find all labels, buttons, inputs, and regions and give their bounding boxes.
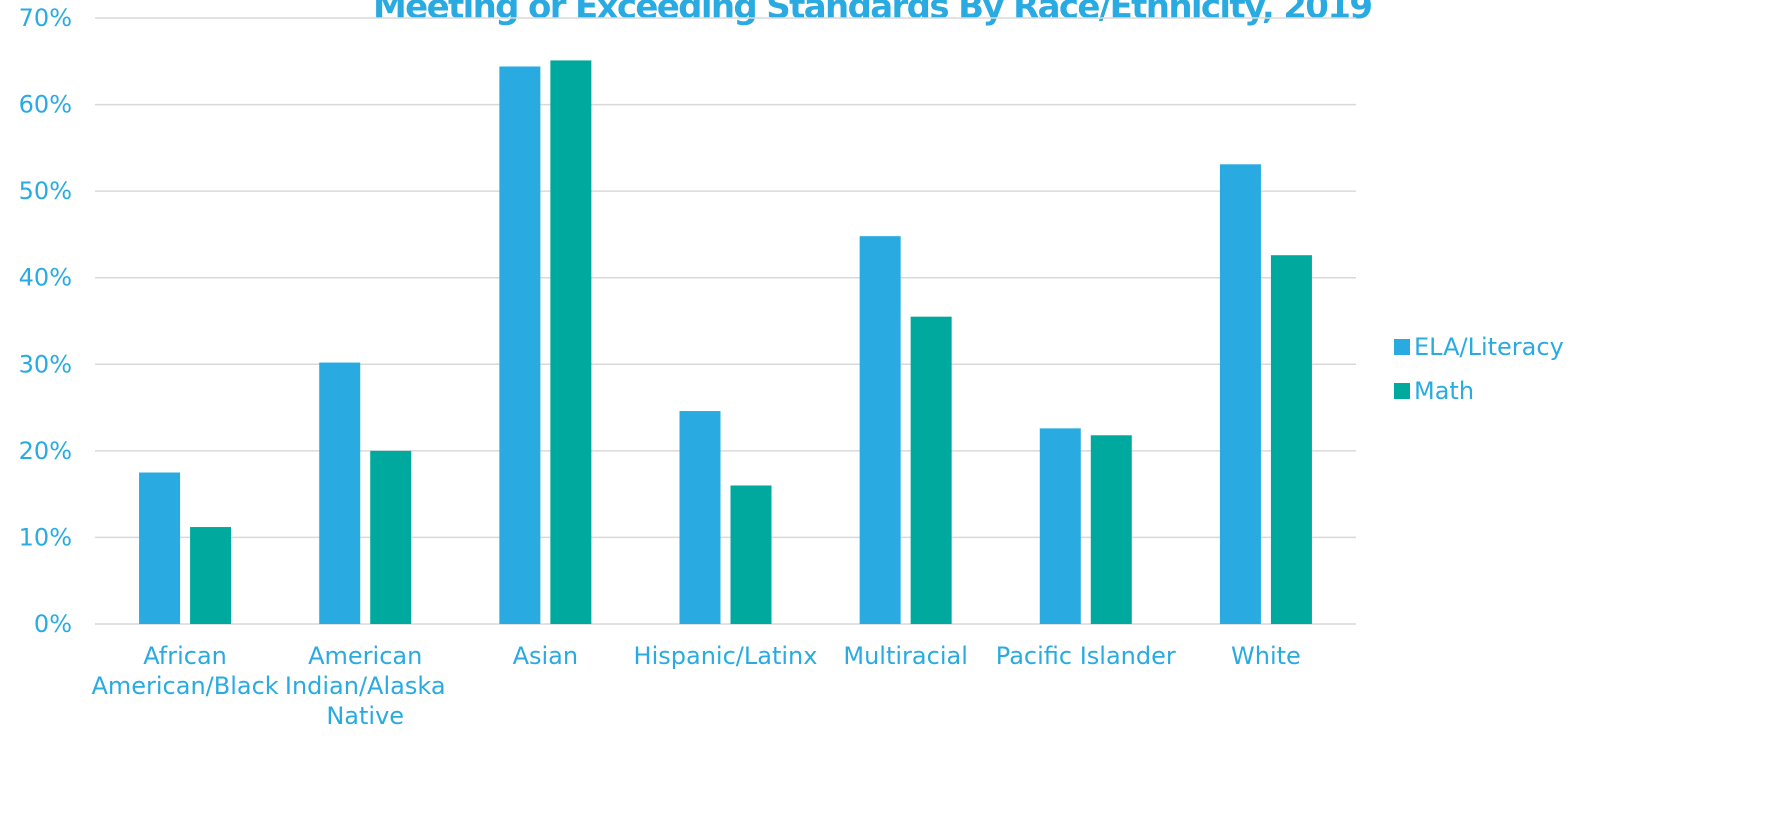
bar-math-5	[1090, 435, 1132, 624]
x-category-label-line: Multiracial	[843, 642, 967, 670]
legend-swatch	[1394, 383, 1410, 399]
bar-ela-literacy-2	[499, 66, 541, 625]
x-category-label-line: White	[1231, 642, 1301, 670]
bar-ela-literacy-6	[1219, 164, 1261, 624]
y-axis-ticks: 0% 10% 20% 30% 40% 50% 60% 70%	[19, 4, 72, 638]
y-tick-label: 50%	[19, 177, 72, 205]
bar-math-2	[550, 60, 592, 625]
y-tick-label: 70%	[19, 4, 72, 32]
y-tick-label: 10%	[19, 523, 72, 551]
x-category-label-line: Indian/Alaska	[285, 672, 446, 700]
bar-ela-literacy-4	[859, 236, 901, 624]
legend-label: Math	[1414, 377, 1474, 405]
x-category-label-line: Native	[326, 702, 404, 730]
y-tick-label: 60%	[19, 91, 72, 119]
x-category-label: American Indian/Alaska Native	[285, 642, 446, 730]
x-category-label: Multiracial	[843, 642, 967, 670]
bar-ela-literacy-5	[1039, 428, 1081, 624]
bar-math-0	[190, 527, 232, 624]
x-category-label-line: American/Black	[91, 672, 278, 700]
x-category-label-line: American	[308, 642, 422, 670]
x-category-label: Asian	[513, 642, 579, 670]
bar-math-1	[370, 450, 412, 624]
bars	[139, 60, 1312, 625]
x-category-label-line: Asian	[513, 642, 579, 670]
x-category-label: Hispanic/Latinx	[634, 642, 818, 670]
bar-math-6	[1270, 255, 1312, 624]
gridlines	[95, 17, 1356, 625]
legend: ELA/Literacy Math	[1394, 333, 1564, 405]
y-tick-label: 20%	[19, 437, 72, 465]
chart-title: Meeting or Exceeding Standards By Race/E…	[373, 0, 1373, 27]
legend-label: ELA/Literacy	[1414, 333, 1564, 361]
bar-ela-literacy-0	[139, 472, 181, 624]
bar-ela-literacy-1	[319, 362, 361, 624]
x-category-label: African American/Black	[91, 642, 278, 700]
x-category-label: White	[1231, 642, 1301, 670]
x-category-label-line: African	[143, 642, 227, 670]
x-category-label-line: Pacific Islander	[996, 642, 1176, 670]
bar-ela-literacy-3	[679, 411, 721, 624]
y-tick-label: 40%	[19, 264, 72, 292]
legend-swatch	[1394, 339, 1410, 355]
x-category-label: Pacific Islander	[996, 642, 1176, 670]
bar-math-3	[730, 485, 772, 624]
bar-math-4	[910, 316, 952, 624]
y-tick-label: 0%	[34, 610, 72, 638]
y-tick-label: 30%	[19, 350, 72, 378]
x-category-label-line: Hispanic/Latinx	[634, 642, 818, 670]
